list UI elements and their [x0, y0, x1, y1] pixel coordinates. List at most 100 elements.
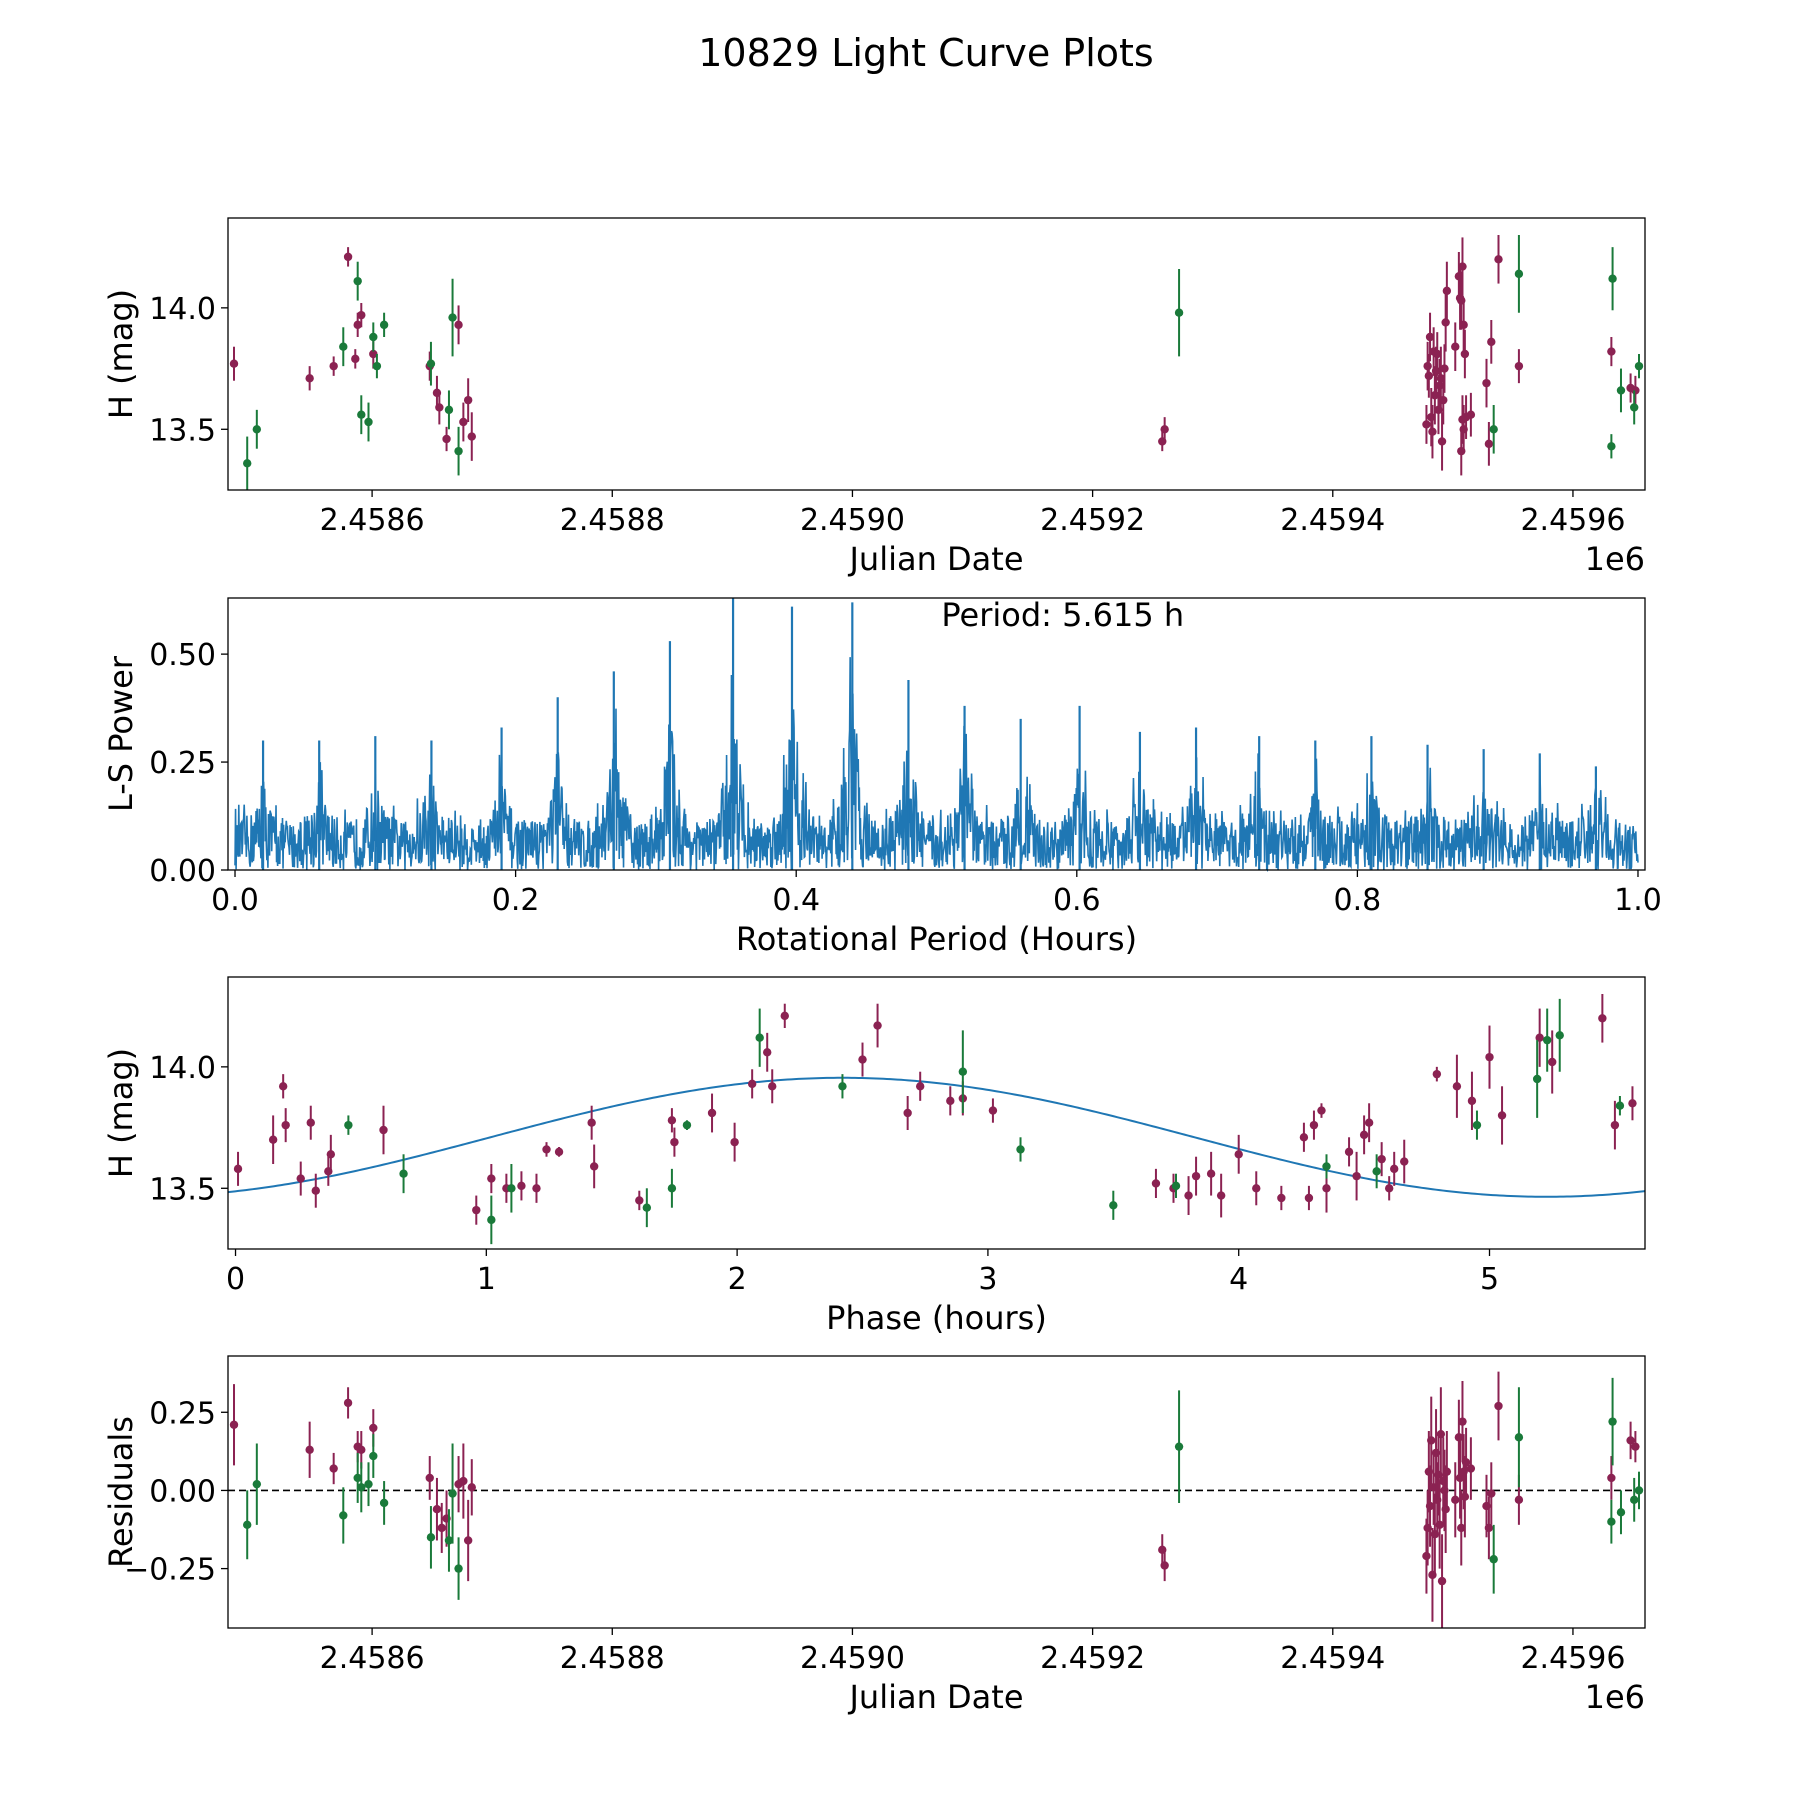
figure-title: 10829 Light Curve Plots	[698, 31, 1153, 75]
residuals-point-green	[426, 1533, 436, 1542]
phase-curve-point-magenta	[1299, 1133, 1309, 1142]
phase-curve-point-magenta	[763, 1048, 772, 1057]
residuals-point-green	[448, 1489, 457, 1498]
phase-curve-ylabel: H (mag)	[102, 1048, 140, 1178]
residuals-point-green	[454, 1564, 463, 1573]
light-curve-point-magenta	[1460, 349, 1470, 359]
phase-curve-point-magenta	[1309, 1120, 1319, 1130]
phase-curve-point-magenta	[1610, 1120, 1620, 1130]
phase-curve-point-green	[1472, 1120, 1482, 1130]
light-curve-panel: 2.4586 2.4588 2.4590 2.4592 2.4594 2.4596 13.5…	[102, 217, 1646, 578]
phase-curve-point-magenta	[1322, 1184, 1331, 1193]
phase-curve-point-green	[958, 1067, 968, 1076]
residuals-point-magenta	[1607, 1473, 1616, 1483]
phase-curve-point-magenta	[1206, 1169, 1216, 1178]
phase-curve-point-green	[1372, 1167, 1381, 1176]
light-curve-point-magenta	[1425, 332, 1435, 342]
light-curve-xtick-label: 2.4586	[320, 503, 425, 538]
residuals-point-magenta	[459, 1476, 468, 1486]
light-curve-point-green	[364, 417, 373, 427]
phase-curve-point-magenta	[1216, 1191, 1226, 1200]
phase-curve-point-green	[755, 1033, 764, 1042]
residuals-point-magenta	[1457, 1523, 1466, 1533]
light-curve-point-magenta	[1459, 320, 1468, 330]
phase-curve-point-magenta	[587, 1118, 596, 1127]
light-curve-point-green	[454, 446, 463, 456]
residuals-point-magenta	[1160, 1561, 1169, 1570]
residuals-point-magenta	[1458, 1417, 1467, 1426]
light-curve-point-magenta	[442, 434, 451, 444]
phase-curve-point-magenta	[1359, 1130, 1369, 1140]
periodogram-ytick-label: 0.00	[149, 854, 216, 889]
light-curve-point-magenta	[459, 417, 468, 427]
phase-curve-xlabel: Phase (hours)	[826, 1299, 1047, 1337]
light-curve-point-green	[1608, 274, 1617, 283]
residuals-point-magenta	[425, 1473, 434, 1483]
light-curve-point-magenta	[305, 374, 314, 383]
residuals-point-magenta	[369, 1423, 378, 1433]
residuals-ytick-label: 0.25	[149, 1396, 216, 1431]
phase-curve-point-magenta	[589, 1162, 599, 1171]
phase-curve-point-magenta	[730, 1137, 739, 1147]
light-curve-point-magenta	[1428, 427, 1437, 436]
light-curve-point-magenta	[1514, 361, 1524, 371]
periodogram-xtick-label: 1.0	[1614, 883, 1662, 918]
residuals-point-magenta	[1466, 1464, 1476, 1473]
light-curve-point-magenta	[1466, 410, 1476, 419]
phase-curve-point-magenta	[903, 1108, 912, 1118]
light-curve-point-green	[1634, 361, 1644, 371]
phase-curve-ytick-label: 14.0	[149, 1051, 216, 1086]
residuals-point-green	[1514, 1433, 1524, 1442]
light-curve-point-magenta	[1439, 395, 1448, 405]
light-curve-point-magenta	[1422, 420, 1431, 429]
phase-curve-point-magenta	[1497, 1111, 1507, 1120]
residuals-point-magenta	[1461, 1458, 1471, 1467]
residuals-point-magenta	[1494, 1401, 1503, 1411]
light-curve-point-magenta	[1458, 262, 1467, 271]
phase-curve-point-green	[507, 1184, 516, 1193]
light-curve-xtick-label: 2.4590	[800, 503, 905, 538]
phase-curve-xtick-label: 5	[1480, 1262, 1499, 1297]
residuals-point-green	[1607, 1517, 1616, 1526]
residuals-offset-text: 1e6	[1585, 1678, 1645, 1716]
light-curve-point-magenta	[1494, 255, 1503, 264]
light-curve-point-green	[243, 459, 252, 468]
residuals-point-green	[1174, 1442, 1184, 1451]
residuals-frame	[227, 1355, 1646, 1629]
light-curve-point-green	[357, 410, 366, 419]
residuals-point-magenta	[467, 1483, 476, 1492]
phase-curve-point-magenta	[281, 1120, 290, 1130]
residuals-point-magenta	[1451, 1495, 1460, 1505]
phase-curve-point-magenta	[326, 1150, 336, 1159]
residuals-ytick-label: 0.00	[149, 1474, 216, 1509]
light-curve-point-green	[426, 359, 436, 368]
light-curve-point-magenta	[229, 359, 239, 368]
phase-curve-point-magenta	[296, 1174, 305, 1183]
residuals-point-green	[379, 1498, 389, 1508]
residuals-point-green	[353, 1473, 362, 1483]
residuals-point-green	[252, 1479, 262, 1489]
period-annotation: Period: 5.615 h	[941, 596, 1184, 634]
light-curve-point-magenta	[353, 320, 362, 330]
periodogram-panel: 0.0 0.2 0.4 0.6 0.8 1.0 0.00 0.25 0.50 Rotationa…	[102, 596, 1662, 958]
light-curve-point-magenta	[1457, 446, 1466, 456]
phase-curve-axes: 0 1 2 3 4 5 13.5 14.0	[149, 976, 1646, 1297]
residuals-point-magenta	[305, 1445, 314, 1454]
residuals-point-magenta	[1442, 1467, 1452, 1476]
phase-curve-point-magenta	[1317, 1106, 1326, 1115]
phase-curve-panel: 0 1 2 3 4 5 13.5 14.0 Phase (hours) H (mag)	[102, 976, 1646, 1337]
light-curve-point-magenta	[1433, 349, 1442, 359]
residuals-point-green	[1629, 1495, 1639, 1505]
residuals-point-magenta	[357, 1445, 366, 1454]
residuals-point-green	[1634, 1486, 1644, 1495]
light-curve-point-green	[339, 342, 348, 351]
residuals-axes: 2.4586 2.4588 2.4590 2.4592 2.4594 2.4596 −0.2…	[124, 1355, 1646, 1676]
residuals-ylabel: Residuals	[102, 1416, 140, 1568]
phase-curve-point-magenta	[1352, 1171, 1361, 1181]
light-curve-point-green	[448, 313, 457, 322]
light-curve-point-green	[379, 320, 389, 330]
phase-curve-point-green	[1322, 1162, 1331, 1171]
light-curve-point-magenta	[343, 252, 353, 262]
light-curve-point-magenta	[1484, 439, 1494, 449]
light-curve-axes: 2.4586 2.4588 2.4590 2.4592 2.4594 2.4596 13.5…	[149, 217, 1646, 538]
